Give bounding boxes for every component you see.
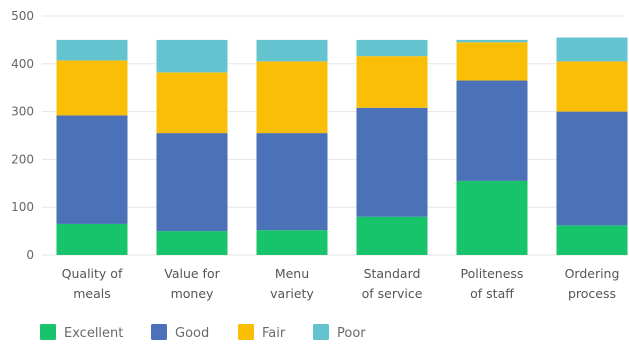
- bar-segment-fair: [256, 61, 328, 134]
- bar-segment-good: [256, 133, 328, 231]
- x-tick-label: Ordering: [565, 266, 620, 281]
- bar-segment-good: [456, 80, 528, 181]
- bar-segment-excellent: [456, 180, 528, 255]
- x-tick-label: Politeness: [461, 266, 524, 281]
- bar-segment-poor: [256, 39, 328, 62]
- bar-segment-good: [356, 107, 428, 217]
- bar-segment-excellent: [356, 216, 428, 255]
- y-tick-label: 400: [11, 57, 34, 71]
- legend-swatch-excellent: [40, 324, 56, 340]
- x-tick-label: Value for: [164, 266, 220, 281]
- x-tick-label: money: [171, 286, 214, 301]
- x-tick-label: Quality of: [62, 266, 123, 281]
- bar-segment-poor: [456, 39, 528, 43]
- bar-segment-fair: [456, 42, 528, 81]
- legend-swatch-fair: [238, 324, 254, 340]
- gridlines: [42, 15, 625, 256]
- x-tick-label: of staff: [470, 286, 514, 301]
- bar-segment-fair: [156, 72, 228, 134]
- legend-label-poor: Poor: [337, 326, 366, 341]
- bar-segment-excellent: [156, 231, 228, 255]
- bars: [56, 37, 628, 255]
- y-axis-ticks: 0 100 200 300 400 500: [11, 9, 34, 262]
- bar-segment-fair: [556, 61, 628, 112]
- x-tick-label: process: [568, 286, 616, 301]
- bar-segment-poor: [356, 39, 428, 57]
- legend-swatch-good: [151, 324, 167, 340]
- x-tick-label: of service: [362, 286, 423, 301]
- bar-segment-good: [556, 111, 628, 226]
- legend-label-good: Good: [175, 326, 209, 341]
- legend: Excellent Good Fair Poor: [40, 324, 366, 341]
- y-tick-label: 0: [26, 248, 34, 262]
- y-tick-label: 100: [11, 200, 34, 214]
- y-tick-label: 500: [11, 9, 34, 23]
- y-tick-label: 200: [11, 152, 34, 166]
- bar-segment-fair: [356, 56, 428, 108]
- bar-segment-poor: [556, 37, 628, 62]
- legend-swatch-poor: [313, 324, 329, 340]
- bar-segment-poor: [156, 39, 228, 73]
- bar-segment-good: [156, 133, 228, 232]
- bar-segment-poor: [56, 39, 128, 61]
- legend-label-fair: Fair: [262, 326, 286, 341]
- x-tick-label: variety: [270, 286, 314, 301]
- y-tick-label: 300: [11, 105, 34, 119]
- bar-segment-excellent: [56, 223, 128, 255]
- x-tick-label: Standard: [364, 266, 421, 281]
- x-tick-label: meals: [73, 286, 111, 301]
- x-axis-labels: Quality of meals Value for money Menu variety…: [62, 266, 620, 301]
- bar-segment-fair: [56, 60, 128, 116]
- bar-segment-excellent: [556, 225, 628, 255]
- bar-segment-good: [56, 115, 128, 224]
- legend-label-excellent: Excellent: [64, 326, 123, 341]
- x-tick-label: Menu: [275, 266, 309, 281]
- bar-segment-excellent: [256, 230, 328, 255]
